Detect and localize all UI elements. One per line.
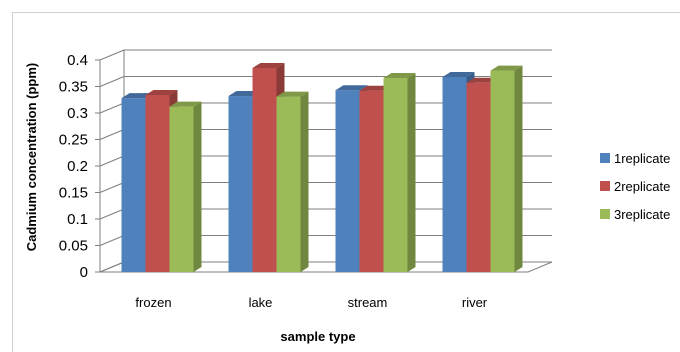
legend-swatch [600, 153, 610, 163]
x-category-label: river [462, 295, 488, 310]
gridline [95, 49, 552, 61]
y-tick-label: 0.05 [59, 238, 88, 255]
x-axis-title: sample type [280, 329, 355, 344]
legend-label: 2replicate [614, 179, 670, 194]
y-tick-label: 0.4 [67, 52, 88, 69]
y-tick-label: 0 [80, 264, 88, 281]
bars [121, 62, 523, 273]
legend-label: 3replicate [614, 207, 670, 222]
legend-item: 1replicate [600, 151, 670, 166]
legend-item: 2replicate [600, 179, 670, 194]
legend: 1replicate 2replicate 3replicate [600, 151, 670, 222]
bar [276, 91, 309, 272]
x-category-label: stream [348, 295, 388, 310]
y-tick-label: 0.3 [67, 105, 88, 122]
legend-label: 1replicate [614, 151, 670, 166]
y-tick-label: 0.15 [59, 185, 88, 202]
legend-item: 3replicate [600, 207, 670, 222]
bar [169, 101, 202, 272]
y-tick-label: 0.35 [59, 79, 88, 96]
bar [490, 65, 523, 272]
y-axis-title: Cadmium concentration (ppm) [24, 63, 39, 252]
plot-walls [99, 50, 553, 273]
gridline [95, 76, 552, 87]
bar [383, 73, 416, 273]
legend-swatch [600, 209, 610, 219]
x-category-label: lake [249, 295, 273, 310]
y-tick-label: 0.2 [67, 158, 88, 175]
legend-swatch [600, 181, 610, 191]
x-category-label: frozen [135, 295, 171, 310]
back-wall [100, 50, 552, 272]
y-tick-label: 0.1 [67, 211, 88, 228]
y-tick-label: 0.25 [59, 132, 88, 149]
y-axis-ticks: 0 0.05 0.1 0.15 0.2 0.25 0.3 0.35 0.4 [59, 52, 88, 281]
x-axis-categories: frozen lake stream river [135, 295, 487, 310]
